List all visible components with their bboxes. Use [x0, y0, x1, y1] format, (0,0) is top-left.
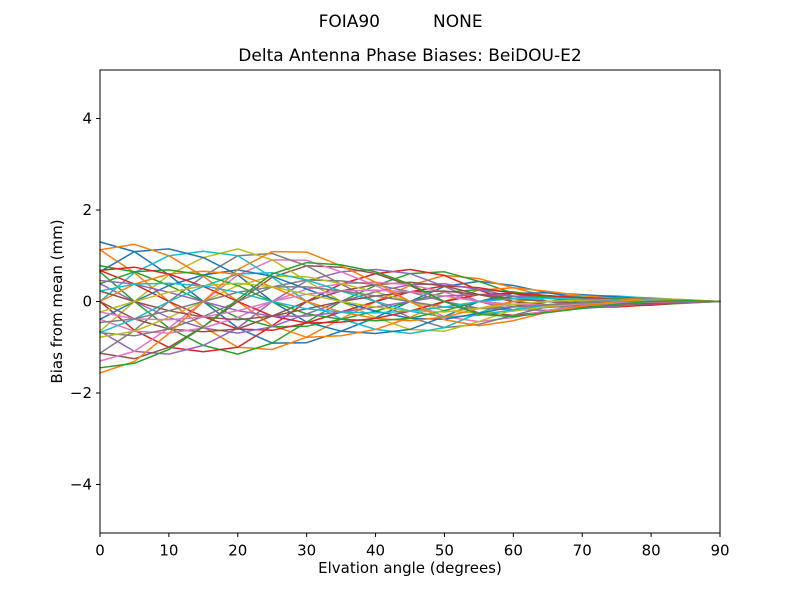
x-axis-label: Elvation angle (degrees) [318, 559, 502, 577]
y-tick-label: 0 [82, 293, 92, 311]
series-line-10 [99, 250, 721, 335]
x-tick-label: 10 [159, 542, 178, 560]
suptitle-left: FOIA90 [319, 12, 380, 32]
x-tick-label: 70 [573, 542, 592, 560]
x-tick-label: 0 [95, 542, 105, 560]
series-line-30 [99, 282, 721, 314]
x-tick-label: 80 [642, 542, 661, 560]
y-tick-label: 4 [82, 109, 92, 127]
x-tick-label: 40 [366, 542, 385, 560]
x-tick-label: 60 [504, 542, 523, 560]
series-line-4 [99, 268, 721, 353]
x-axis-ticks: 0 10 20 30 40 50 60 70 80 90 [95, 533, 730, 560]
chart-title: Delta Antenna Phase Biases: BeiDOU-E2 [238, 46, 581, 66]
x-tick-label: 90 [710, 542, 729, 560]
y-axis-ticks: −4 −2 0 2 4 [70, 109, 100, 494]
y-tick-label: −4 [70, 476, 92, 494]
series-lines [99, 241, 721, 374]
x-tick-label: 20 [228, 542, 247, 560]
series-line-23 [99, 269, 721, 322]
suptitle-right: NONE [433, 12, 483, 32]
y-tick-label: 2 [82, 201, 92, 219]
y-axis-label: Bias from mean (mm) [48, 219, 66, 383]
series-line-31 [99, 250, 721, 374]
x-tick-label: 30 [297, 542, 316, 560]
x-tick-label: 50 [435, 542, 454, 560]
series-line-11 [99, 248, 721, 335]
series-line-32 [99, 261, 721, 369]
series-line-27 [99, 289, 721, 321]
series-line-5 [99, 268, 721, 355]
y-tick-label: −2 [70, 384, 92, 402]
